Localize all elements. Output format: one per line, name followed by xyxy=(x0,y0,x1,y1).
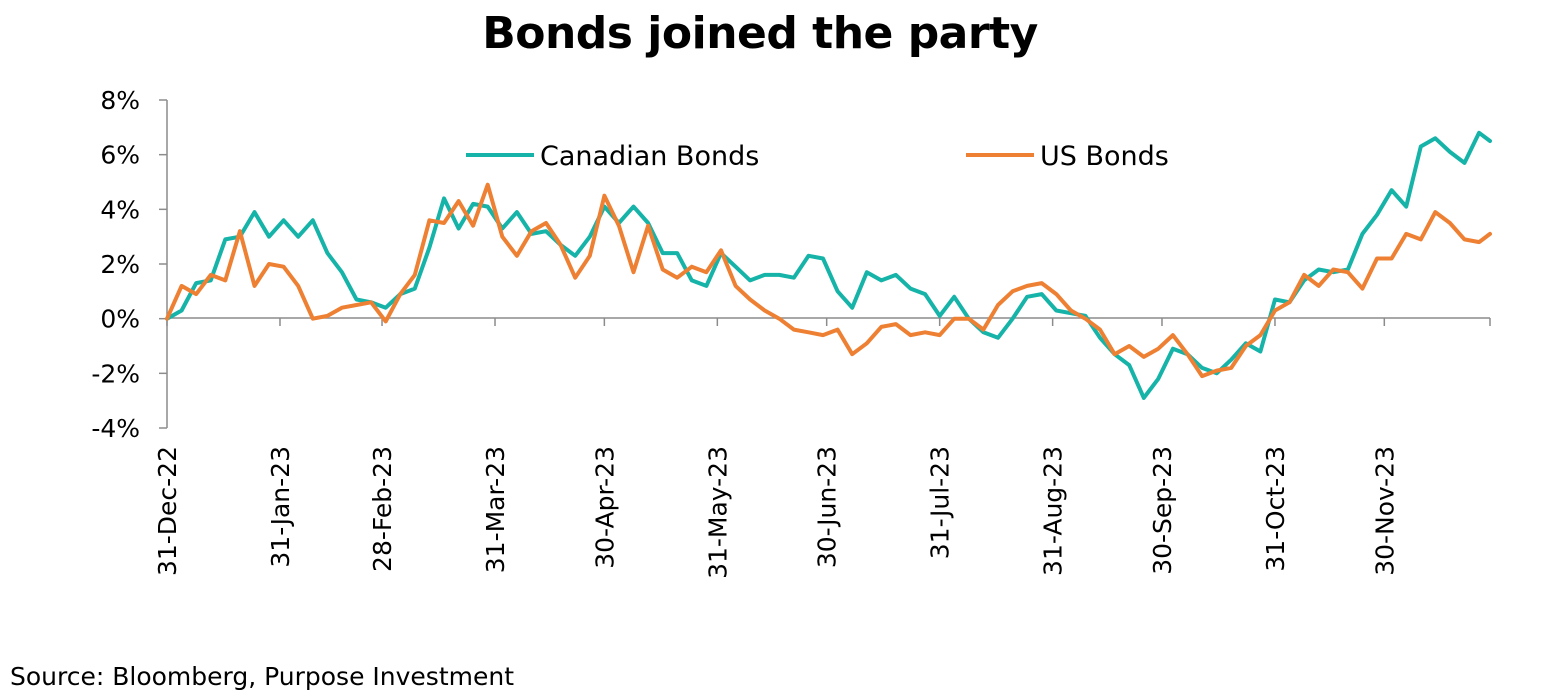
series-layer xyxy=(165,130,1492,400)
x-tick-label: 31-Aug-23 xyxy=(1039,446,1068,576)
y-tick-label: 6% xyxy=(100,141,140,170)
y-tick-label: -2% xyxy=(91,359,140,388)
y-tick-label: 4% xyxy=(100,195,140,224)
series-line-canadian-bonds xyxy=(165,130,1492,400)
x-axis: 31-Dec-22 31-Jan-23 28-Feb-23 31-Mar-23 30-A… xyxy=(153,317,1491,579)
x-tick-label: 28-Feb-23 xyxy=(368,446,397,572)
x-tick-label: 31-Jan-23 xyxy=(266,446,295,568)
series-line-us-bonds xyxy=(165,182,1492,379)
x-tick-label: 31-Jul-23 xyxy=(926,446,955,559)
y-tick-label: 8% xyxy=(100,86,140,115)
x-tick-label: 30-Apr-23 xyxy=(590,446,619,569)
legend: Canadian Bonds US Bonds xyxy=(466,141,1169,172)
x-tick-label: 31-Dec-22 xyxy=(153,446,182,576)
x-tick-label: 31-May-23 xyxy=(703,446,732,579)
y-tick-label: -4% xyxy=(91,414,140,443)
source-note: Source: Bloomberg, Purpose Investment xyxy=(10,662,515,691)
x-tick-label: 31-Oct-23 xyxy=(1261,446,1290,572)
y-tick-label: 2% xyxy=(100,250,140,279)
legend-label-us-bonds: US Bonds xyxy=(1040,141,1169,172)
chart-title: Bonds joined the party xyxy=(482,8,1038,59)
x-tick-label: 30-Nov-23 xyxy=(1370,446,1399,576)
x-tick-label: 30-Jun-23 xyxy=(813,446,842,568)
x-tick-label: 30-Sep-23 xyxy=(1148,446,1177,575)
y-tick-label: 0% xyxy=(100,305,140,334)
x-tick-label: 31-Mar-23 xyxy=(481,446,510,573)
legend-label-canadian-bonds: Canadian Bonds xyxy=(540,141,759,172)
y-axis: 8% 6% 4% 2% 0% -2% -4% xyxy=(91,86,168,443)
